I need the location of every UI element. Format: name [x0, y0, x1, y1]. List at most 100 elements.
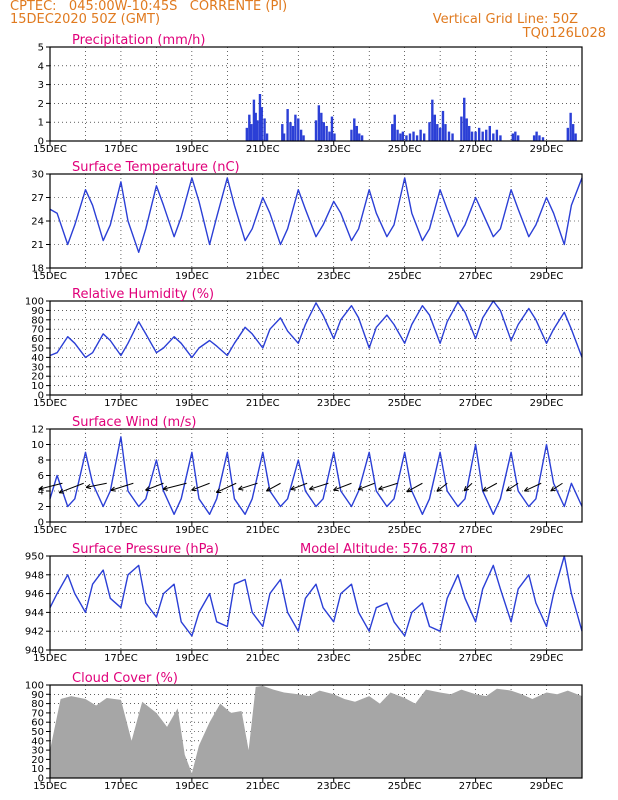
precip-bar: [428, 122, 431, 141]
wind-arrow-head: [436, 486, 442, 492]
precip-bar: [250, 124, 253, 141]
x-tick-label: 25DEC: [388, 525, 422, 536]
wind-arrow-head: [162, 485, 168, 491]
precip-bar: [350, 129, 353, 141]
precip-bar: [511, 133, 515, 141]
y-tick-label: 4: [38, 487, 44, 498]
y-tick-label: 30: [31, 170, 44, 181]
panel-title: Surface Wind (m/s): [72, 415, 196, 430]
x-tick-label: 25DEC: [388, 398, 422, 409]
precip-bar: [419, 129, 422, 141]
y-tick-label: 18: [31, 264, 44, 275]
wind-arrow: [145, 482, 164, 491]
x-tick-label: 15DEC: [33, 653, 67, 664]
y-tick-label: 100: [25, 297, 44, 308]
wind-arrow: [216, 482, 237, 493]
wind-arrow: [357, 482, 375, 491]
wind-arrow: [333, 482, 352, 491]
y-tick-label: 0: [38, 137, 44, 148]
wind-arrow-head: [145, 486, 151, 492]
wind-arrow-head: [550, 486, 556, 492]
x-tick-label: 15DEC: [33, 398, 67, 409]
wind-arrow-head: [309, 485, 315, 491]
precip-bar: [353, 118, 356, 141]
wind-arrow-head: [406, 487, 412, 493]
precip-bar: [317, 105, 321, 141]
y-tick-label: 27: [31, 193, 44, 204]
y-tick-label: 30: [31, 362, 44, 373]
x-tick-label: 17DEC: [104, 525, 138, 536]
header-line2-right: TQ0126L028: [522, 26, 606, 41]
y-tick-label: 90: [31, 690, 44, 701]
panel-title: Surface Temperature (nC): [72, 160, 240, 175]
precip-bar: [248, 114, 251, 141]
precip-bar: [516, 135, 520, 141]
x-tick-label: 21DEC: [246, 144, 280, 155]
wind-arrow: [58, 482, 84, 494]
precip-bar: [481, 131, 484, 141]
precip-bar: [260, 107, 263, 141]
precip-bar: [360, 135, 364, 141]
wind-arrow: [506, 482, 519, 492]
wind-arrow: [550, 482, 563, 492]
precip-bar: [333, 133, 336, 141]
precip-bar: [447, 131, 451, 141]
header-line1-left: CPTEC: 045:00W-10:45S CORRENTE (PI): [10, 0, 288, 14]
wind-arrow-head: [85, 483, 92, 490]
precip-bar: [463, 97, 466, 141]
precip-bar: [574, 133, 577, 141]
precip-bar: [465, 118, 468, 141]
precip-bar: [399, 133, 402, 141]
wind-arrow: [406, 482, 423, 493]
x-tick-label: 27DEC: [459, 271, 493, 282]
wind-arrow: [191, 482, 210, 491]
wind-arrow: [110, 482, 134, 491]
y-tick-label: 2: [38, 502, 44, 513]
precip-bar: [571, 124, 575, 141]
cloud-area: [50, 685, 582, 778]
y-tick-label: 948: [25, 570, 44, 581]
x-tick-label: 15DEC: [33, 781, 67, 792]
x-tick-label: 21DEC: [246, 271, 280, 282]
precip-bar: [297, 118, 300, 141]
wind-arrow: [309, 482, 329, 490]
precip-bar: [291, 125, 295, 141]
precip-bar: [282, 133, 286, 141]
x-tick-label: 21DEC: [246, 525, 280, 536]
y-tick-label: 12: [31, 425, 44, 436]
wind-arrow: [238, 482, 258, 490]
x-tick-label: 19DEC: [175, 271, 209, 282]
precip-bar: [391, 124, 394, 141]
x-tick-label: 19DEC: [175, 398, 209, 409]
x-tick-label: 17DEC: [104, 781, 138, 792]
y-tick-label: 1: [38, 118, 44, 129]
y-tick-label: 50: [31, 727, 44, 738]
wind-arrow-head: [357, 485, 364, 491]
x-tick-label: 27DEC: [459, 398, 493, 409]
precip-bar: [294, 114, 297, 141]
series-line: [49, 436, 583, 515]
panel-title: Cloud Cover (%): [72, 671, 178, 686]
wind-arrow-head: [378, 485, 384, 491]
x-tick-label: 27DEC: [459, 525, 493, 536]
y-tick-label: 40: [31, 736, 44, 747]
precip-bar: [492, 133, 495, 141]
x-tick-label: 21DEC: [246, 781, 280, 792]
y-tick-label: 4: [38, 61, 44, 72]
y-tick-label: 21: [31, 240, 44, 251]
precip-bar: [468, 125, 471, 141]
precip-bar: [499, 135, 502, 141]
precip-bar: [514, 131, 517, 141]
precip-bar: [538, 135, 541, 141]
precip-bar: [474, 131, 477, 141]
x-tick-label: 29DEC: [530, 525, 564, 536]
wind-arrow: [436, 482, 448, 492]
wind-arrow-head: [191, 486, 197, 492]
x-tick-label: 17DEC: [104, 398, 138, 409]
precip-bar: [281, 124, 284, 141]
header-line1-right: Vertical Grid Line: 50Z: [432, 12, 578, 27]
precip-bar: [289, 122, 292, 141]
precip-bar: [265, 133, 269, 141]
series-line: [49, 177, 583, 253]
